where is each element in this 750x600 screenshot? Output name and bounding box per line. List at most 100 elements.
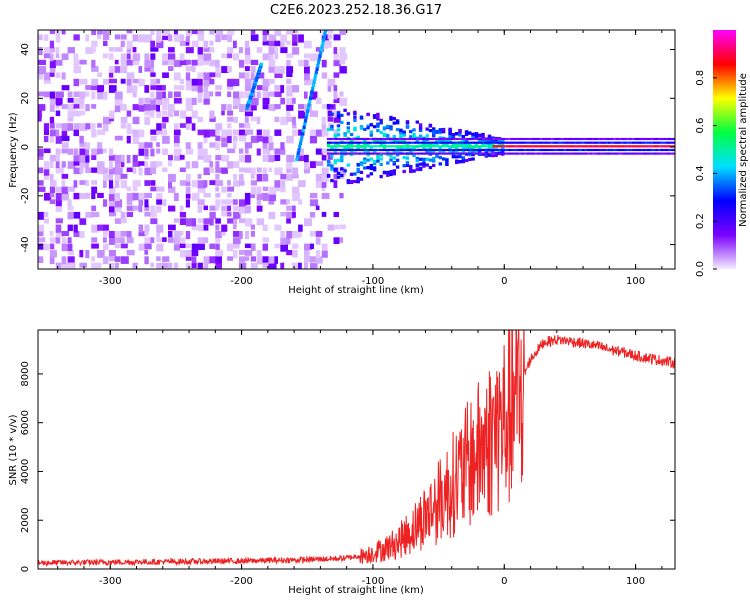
heatmap-cell (418, 128, 423, 133)
heatmap-cell (215, 237, 221, 243)
heatmap-cell (460, 137, 464, 141)
heatmap-cell (244, 129, 254, 135)
heatmap-cell (671, 145, 674, 148)
heatmap-cell (346, 121, 350, 125)
heatmap-cell (345, 148, 349, 152)
heatmap-cell (185, 123, 191, 130)
heatmap-cell (353, 145, 356, 148)
heatmap-cell (422, 157, 426, 161)
heatmap-cell (185, 161, 191, 169)
heatmap-cell (644, 137, 648, 141)
heatmap-cell (132, 154, 138, 163)
heatmap-cell (337, 141, 341, 144)
heatmap-cell (239, 123, 245, 128)
heatmap-cell (292, 250, 298, 258)
heatmap-cell (395, 149, 400, 154)
heatmap-streak-cell (304, 115, 308, 120)
heatmap-cell (353, 179, 357, 184)
heatmap-cell (185, 72, 191, 81)
heatmap-cell (286, 40, 291, 46)
heatmap-cell (150, 129, 159, 135)
heatmap-cell (103, 116, 111, 125)
heatmap-cell (49, 173, 54, 181)
heatmap-cell (342, 148, 346, 152)
heatmap-cell (132, 85, 138, 93)
heatmap-cell (478, 147, 482, 151)
heatmap-cell (209, 205, 217, 211)
heatmap-cell (315, 256, 323, 264)
heatmap-cell (120, 59, 128, 67)
heatmap-cell (256, 167, 262, 173)
heatmap-cell (618, 152, 622, 155)
heatmap-cell (315, 161, 324, 166)
heatmap-cell (403, 141, 406, 144)
heatmap-cell (274, 40, 282, 47)
heatmap-cell (463, 141, 467, 144)
heatmap-cell (455, 137, 459, 141)
heatmap-cell (185, 116, 192, 124)
heatmap-cell (250, 243, 256, 251)
heatmap-cell (197, 34, 205, 41)
heatmap-cell (108, 262, 115, 269)
heatmap-cell (497, 142, 502, 147)
heatmap-cell (333, 85, 338, 92)
heatmap-cell (665, 148, 669, 152)
heatmap-cell (376, 124, 380, 128)
heatmap-cell (73, 148, 79, 156)
heatmap-cell (363, 145, 367, 150)
heatmap-cell (126, 167, 134, 172)
heatmap-cell (571, 137, 574, 141)
heatmap-cell (114, 205, 122, 213)
heatmap-cell (369, 172, 373, 176)
heatmap-cell (179, 154, 185, 160)
heatmap-cell (298, 224, 303, 232)
heatmap-cell (103, 78, 109, 85)
heatmap-cell (600, 137, 603, 141)
heatmap-cell (542, 145, 546, 148)
heatmap-cell (215, 173, 220, 180)
heatmap-cell (168, 173, 176, 183)
heatmap-cell (185, 199, 190, 208)
heatmap-cell (547, 141, 551, 144)
heatmap-cell (359, 170, 364, 174)
heatmap-cell (374, 152, 377, 155)
heatmap-cell (191, 256, 197, 264)
heatmap-cell (589, 152, 593, 155)
heatmap-cell (416, 137, 420, 141)
heatmap-cell (631, 152, 635, 155)
heatmap-cell (634, 148, 638, 152)
heatmap-cell (103, 40, 108, 46)
heatmap-cell (191, 78, 200, 86)
heatmap-cell (418, 148, 422, 152)
heatmap-cell (413, 148, 417, 152)
heatmap-cell (91, 47, 96, 53)
heatmap-cell (274, 47, 279, 54)
heatmap-cell (340, 167, 344, 171)
heatmap-cell (191, 161, 199, 169)
heatmap-cell (315, 231, 323, 237)
heatmap-cell (61, 123, 70, 132)
heatmap-cell (239, 262, 247, 269)
heatmap-cell (626, 148, 630, 152)
heatmap-cell (353, 128, 357, 132)
heatmap-cell (298, 262, 302, 269)
heatmap-cell (421, 137, 425, 141)
heatmap-cell (358, 148, 362, 152)
heatmap-cell (191, 262, 197, 269)
heatmap-cell (173, 231, 181, 239)
heatmap-cell (286, 110, 291, 117)
heatmap-cell (386, 161, 390, 165)
heatmap-cell (584, 152, 588, 155)
heatmap-cell (132, 47, 137, 53)
heatmap-cell (262, 256, 270, 263)
heatmap-cell (91, 243, 99, 249)
heatmap-cell (342, 145, 346, 148)
heatmap-cell (464, 142, 469, 146)
heatmap-cell (309, 192, 318, 199)
heatmap-cell (209, 256, 217, 264)
heatmap-cell (298, 104, 305, 110)
heatmap-cell (613, 145, 617, 148)
snr-series-line (38, 330, 675, 568)
heatmap-cell (327, 78, 336, 87)
heatmap-cell (49, 180, 57, 187)
